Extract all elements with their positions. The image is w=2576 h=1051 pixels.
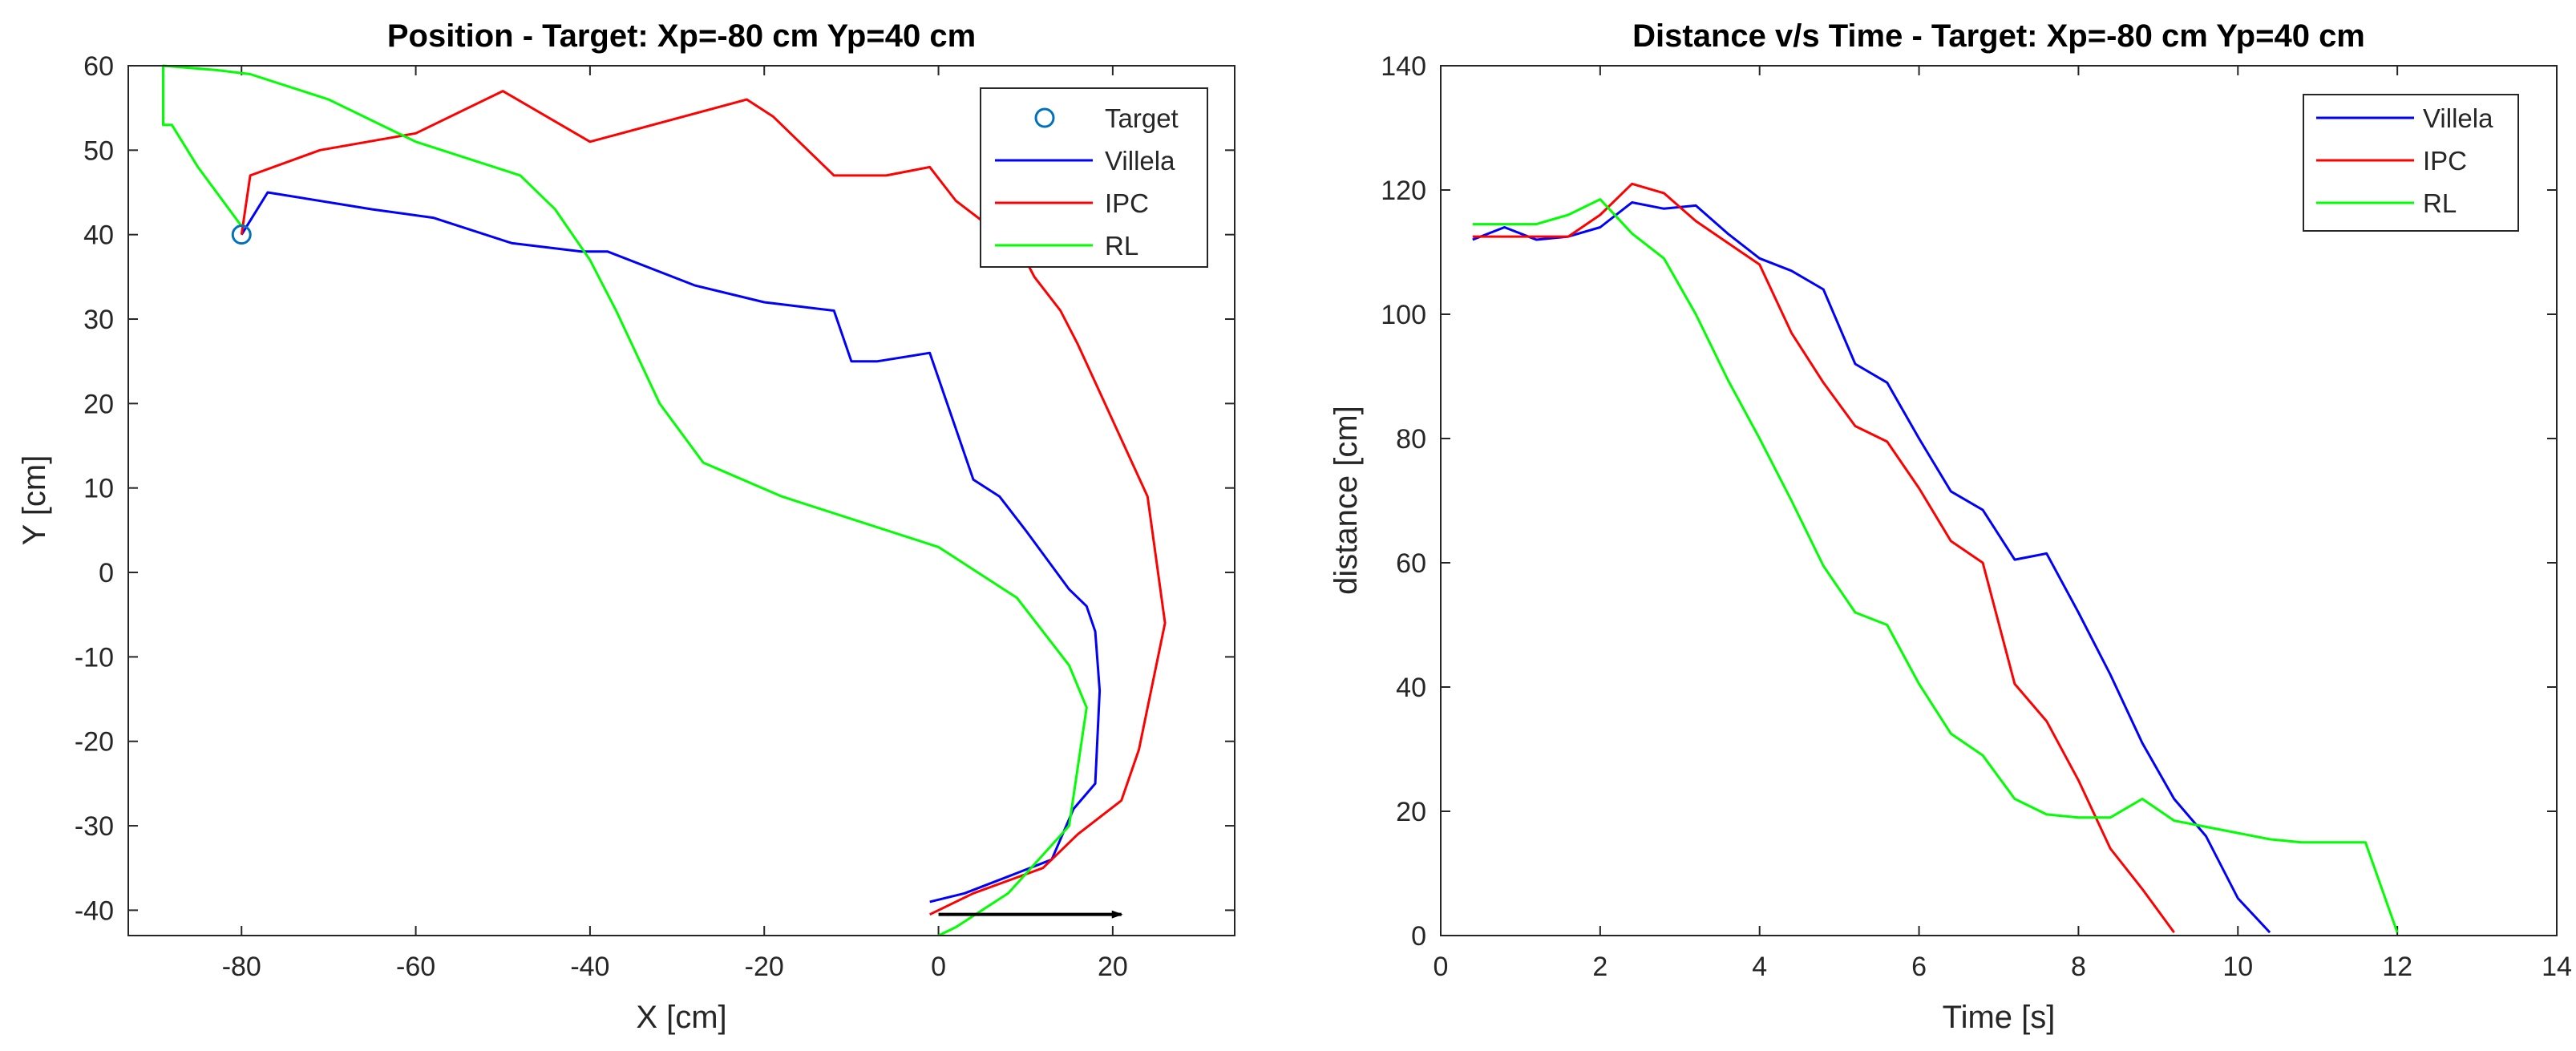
series-line-rl — [1472, 198, 2399, 933]
legend-target-marker — [1034, 107, 1055, 128]
x-tick-label: 4 — [1752, 952, 1767, 982]
y-tick-label: 0 — [99, 558, 114, 588]
y-tick-label: 140 — [1381, 51, 1426, 82]
position-legend: Target Villela IPC RL — [980, 87, 1208, 268]
x-tick-label: 6 — [1911, 952, 1927, 982]
legend2-villela-label: Villela — [2423, 103, 2493, 133]
legend2-ipc-label: IPC — [2423, 146, 2467, 176]
y-tick-label: 60 — [83, 51, 114, 82]
target-marker — [231, 224, 252, 245]
distance-x-axis-label: Time [s] — [1943, 1000, 2056, 1035]
y-tick-label: 100 — [1381, 300, 1426, 330]
y-tick-label: 20 — [83, 389, 114, 419]
y-tick-label: 0 — [1411, 921, 1426, 952]
y-tick-label: -40 — [75, 895, 114, 926]
position-chart-title: Position - Target: Xp=-80 cm Yp=40 cm — [387, 18, 976, 54]
legend-villela-label: Villela — [1105, 146, 1175, 176]
x-tick-label: 10 — [2222, 952, 2253, 982]
y-tick-label: 10 — [83, 474, 114, 504]
position-chart-ticks: -80 -60 -40 -20 0 20 -40 -30 -20 -10 0 10 20 30 40 50 60 — [75, 51, 1235, 982]
y-tick-label: 120 — [1381, 176, 1426, 206]
x-tick-label: 2 — [1592, 952, 1607, 982]
y-tick-label: 60 — [1396, 548, 1426, 579]
y-tick-label: -30 — [75, 811, 114, 842]
y-tick-label: 50 — [83, 135, 114, 166]
distance-chart-series — [1472, 182, 2399, 934]
position-chart: Position - Target: Xp=-80 cm Yp=40 cm -8… — [17, 18, 1235, 1035]
y-tick-label: 40 — [1396, 673, 1426, 703]
x-tick-label: 12 — [2382, 952, 2412, 982]
x-tick-label: -80 — [222, 952, 261, 982]
legend2-rl-label: RL — [2423, 188, 2457, 218]
y-tick-label: 80 — [1396, 424, 1426, 455]
x-tick-label: -40 — [570, 952, 609, 982]
x-tick-label: 0 — [931, 952, 946, 982]
distance-plot-area — [1440, 65, 2558, 936]
series-line-ipc — [1472, 182, 2175, 933]
distance-chart: Distance v/s Time - Target: Xp=-80 cm Yp… — [1328, 18, 2572, 1035]
x-tick-label: -20 — [745, 952, 784, 982]
y-tick-label: -10 — [75, 642, 114, 673]
y-tick-label: -20 — [75, 727, 114, 758]
distance-y-axis-label: distance [cm] — [1328, 406, 1364, 595]
x-tick-label: 14 — [2542, 952, 2572, 982]
x-tick-label: 8 — [2071, 952, 2086, 982]
series-line-villela — [1472, 201, 2271, 934]
y-tick-label: 20 — [1396, 797, 1426, 827]
distance-legend: Villela IPC RL — [2303, 94, 2519, 232]
position-legend-box — [980, 87, 1208, 268]
position-y-axis-label: Y [cm] — [17, 455, 52, 546]
position-x-axis-label: X [cm] — [636, 1000, 726, 1035]
legend-ipc-label: IPC — [1105, 188, 1149, 218]
y-tick-label: 30 — [83, 305, 114, 335]
series-line-rl — [162, 64, 1088, 937]
series-line-villela — [241, 191, 1102, 903]
x-tick-label: -60 — [396, 952, 435, 982]
distance-chart-title: Distance v/s Time - Target: Xp=-80 cm Yp… — [1632, 18, 2365, 54]
y-tick-label: 40 — [83, 220, 114, 251]
legend-rl-label: RL — [1105, 231, 1138, 261]
legend-target-label: Target — [1105, 103, 1179, 133]
position-plot-area — [127, 65, 1235, 936]
x-tick-label: 20 — [1098, 952, 1128, 982]
position-chart-annotations — [231, 224, 1123, 919]
x-tick-label: 0 — [1434, 952, 1449, 982]
